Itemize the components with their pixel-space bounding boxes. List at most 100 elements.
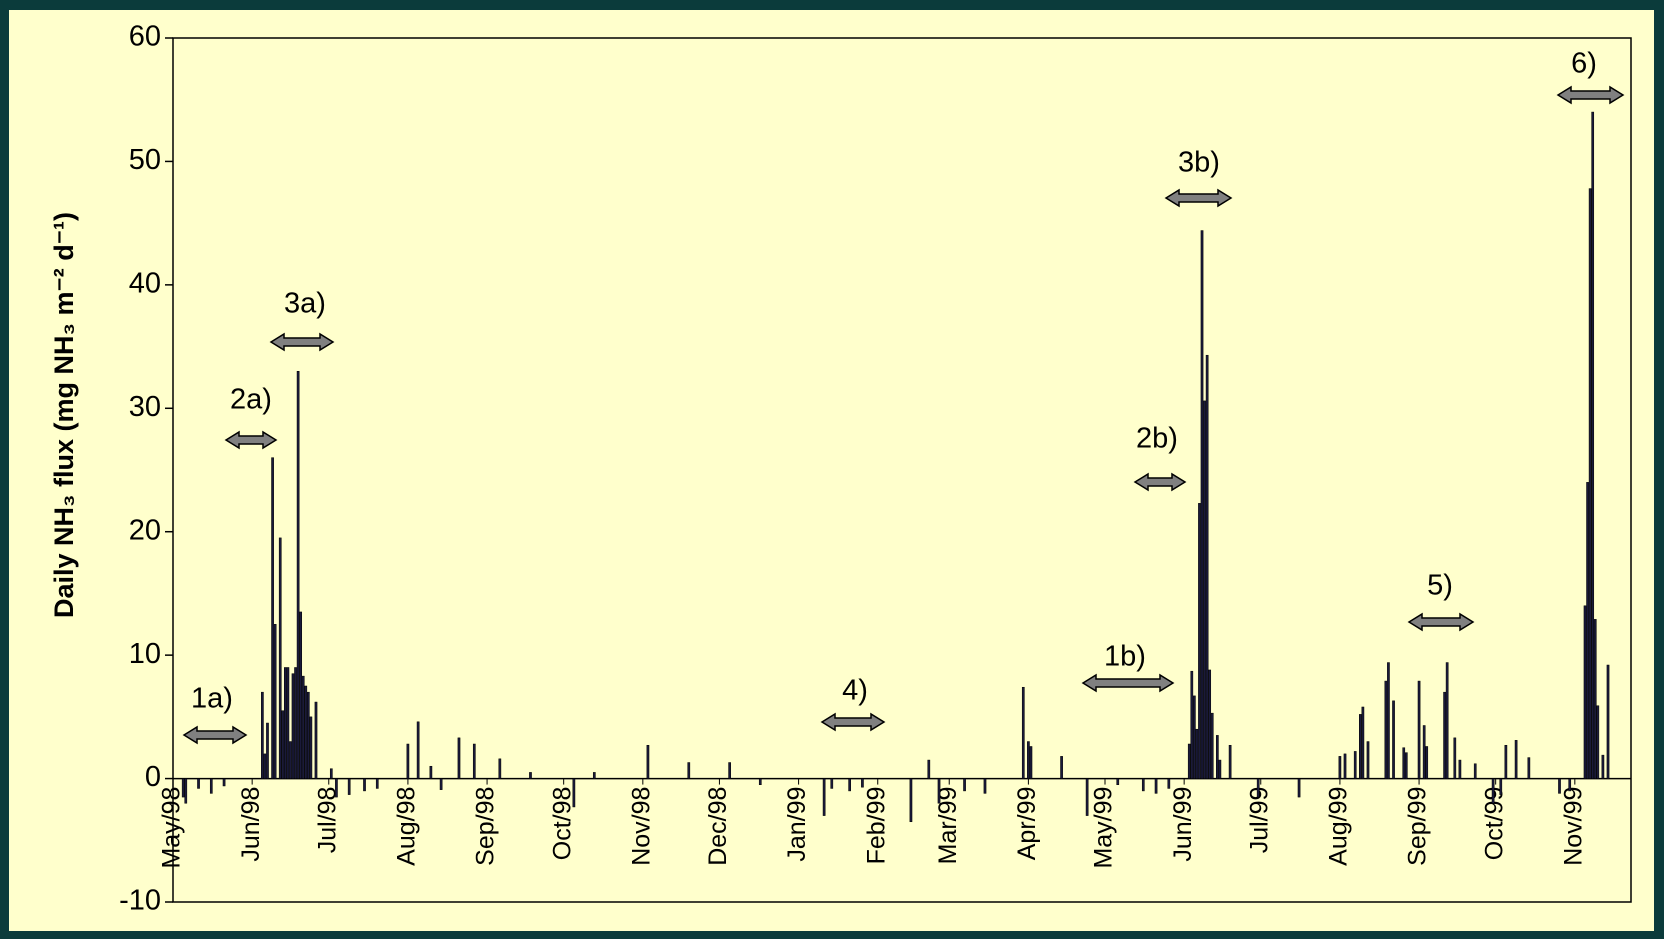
- annotation-arrow: [1164, 188, 1233, 208]
- bar: [294, 667, 297, 779]
- y-axis-label: Daily NH₃ flux (mg NH₃ m⁻² d⁻¹): [49, 212, 79, 618]
- x-tick-label: Nov/99: [1559, 787, 1587, 866]
- x-tick-label: Aug/98: [393, 787, 421, 866]
- bar: [1404, 752, 1408, 779]
- bar: [335, 778, 338, 798]
- annotation-label: 2a): [230, 384, 272, 416]
- x-tick-label: Apr/99: [1013, 787, 1041, 861]
- bar: [1027, 741, 1030, 779]
- bar: [1417, 680, 1421, 779]
- x-tick-label: Jan/99: [783, 787, 811, 862]
- bar: [1588, 188, 1592, 779]
- x-tick-label: May/99: [1090, 787, 1118, 869]
- bar: [1218, 759, 1222, 779]
- bar: [1601, 754, 1605, 779]
- bar: [1338, 756, 1342, 779]
- bar: [209, 778, 213, 794]
- bar: [498, 758, 502, 779]
- annotation-label: 3b): [1178, 147, 1220, 179]
- plot-frame: [172, 37, 1632, 903]
- bar: [592, 772, 596, 779]
- bar: [286, 667, 290, 779]
- bar: [1583, 605, 1587, 779]
- bar: [830, 778, 834, 789]
- bar: [375, 778, 379, 789]
- bar: [983, 778, 987, 794]
- bar: [909, 778, 913, 823]
- bar: [1297, 778, 1301, 798]
- bar: [273, 624, 277, 779]
- y-tick-label: -10: [119, 885, 161, 917]
- bar: [1402, 747, 1406, 779]
- bar: [927, 759, 931, 779]
- x-tick-label: Oct/98: [548, 787, 576, 861]
- y-tick-label: 0: [145, 761, 161, 793]
- bar: [1021, 686, 1025, 779]
- bar: [347, 778, 351, 795]
- x-tick-label: Feb/99: [862, 787, 890, 865]
- bar: [363, 778, 366, 792]
- bar: [406, 743, 410, 779]
- bar: [1384, 680, 1388, 779]
- y-tick-label: 40: [129, 268, 161, 300]
- bar: [1198, 503, 1201, 779]
- bar: [1353, 751, 1357, 779]
- x-tick-label: Jun/98: [237, 787, 265, 862]
- bar: [1606, 664, 1610, 779]
- bar: [1499, 778, 1503, 795]
- bar: [1596, 705, 1600, 779]
- bar: [306, 691, 310, 779]
- bar: [1167, 778, 1171, 789]
- bar: [572, 778, 576, 808]
- bar: [1586, 482, 1589, 779]
- bar: [1193, 695, 1196, 779]
- bar: [296, 371, 300, 779]
- x-tick-label: Jun/99: [1169, 787, 1197, 862]
- bar: [1203, 400, 1206, 779]
- bar: [963, 778, 966, 792]
- bar: [758, 778, 762, 785]
- bar: [1085, 778, 1089, 816]
- annotation-arrow: [1133, 472, 1187, 492]
- bar: [687, 762, 691, 779]
- annotation-label: 4): [842, 675, 868, 707]
- bar: [457, 737, 461, 779]
- x-tick-label: May/98: [158, 787, 186, 869]
- bar: [1029, 746, 1033, 779]
- bar: [281, 710, 285, 779]
- bar: [472, 743, 476, 779]
- annotation-arrow: [1081, 673, 1175, 693]
- annotation-arrow: [224, 430, 278, 450]
- annotation-label: 3a): [284, 288, 326, 320]
- bar: [181, 778, 185, 798]
- bar: [1453, 737, 1457, 779]
- bar: [284, 667, 287, 779]
- bar: [263, 753, 267, 779]
- bar: [1256, 778, 1260, 798]
- annotation-label: 6): [1571, 48, 1597, 80]
- bar: [197, 778, 200, 789]
- y-tick-label: 20: [129, 514, 161, 546]
- annotation-arrow: [1407, 612, 1475, 632]
- bar: [1593, 619, 1597, 779]
- bar: [1154, 778, 1158, 794]
- bar: [1141, 778, 1145, 792]
- bar: [1200, 230, 1204, 779]
- bar: [1473, 763, 1477, 779]
- x-tick-label: Jul/99: [1245, 787, 1273, 854]
- bar: [1208, 669, 1212, 779]
- y-tick-label: 10: [129, 638, 161, 670]
- bar: [289, 741, 292, 779]
- bar: [1443, 691, 1446, 779]
- bar: [1514, 740, 1518, 779]
- bar: [1195, 728, 1199, 779]
- annotation-arrow: [269, 332, 335, 352]
- bar: [1527, 757, 1531, 779]
- bar: [1491, 778, 1495, 804]
- bar: [1228, 744, 1232, 779]
- bar: [304, 685, 308, 779]
- x-tick-label: Dec/98: [704, 787, 732, 866]
- bar: [1504, 744, 1508, 779]
- y-tick-label: 60: [129, 21, 161, 53]
